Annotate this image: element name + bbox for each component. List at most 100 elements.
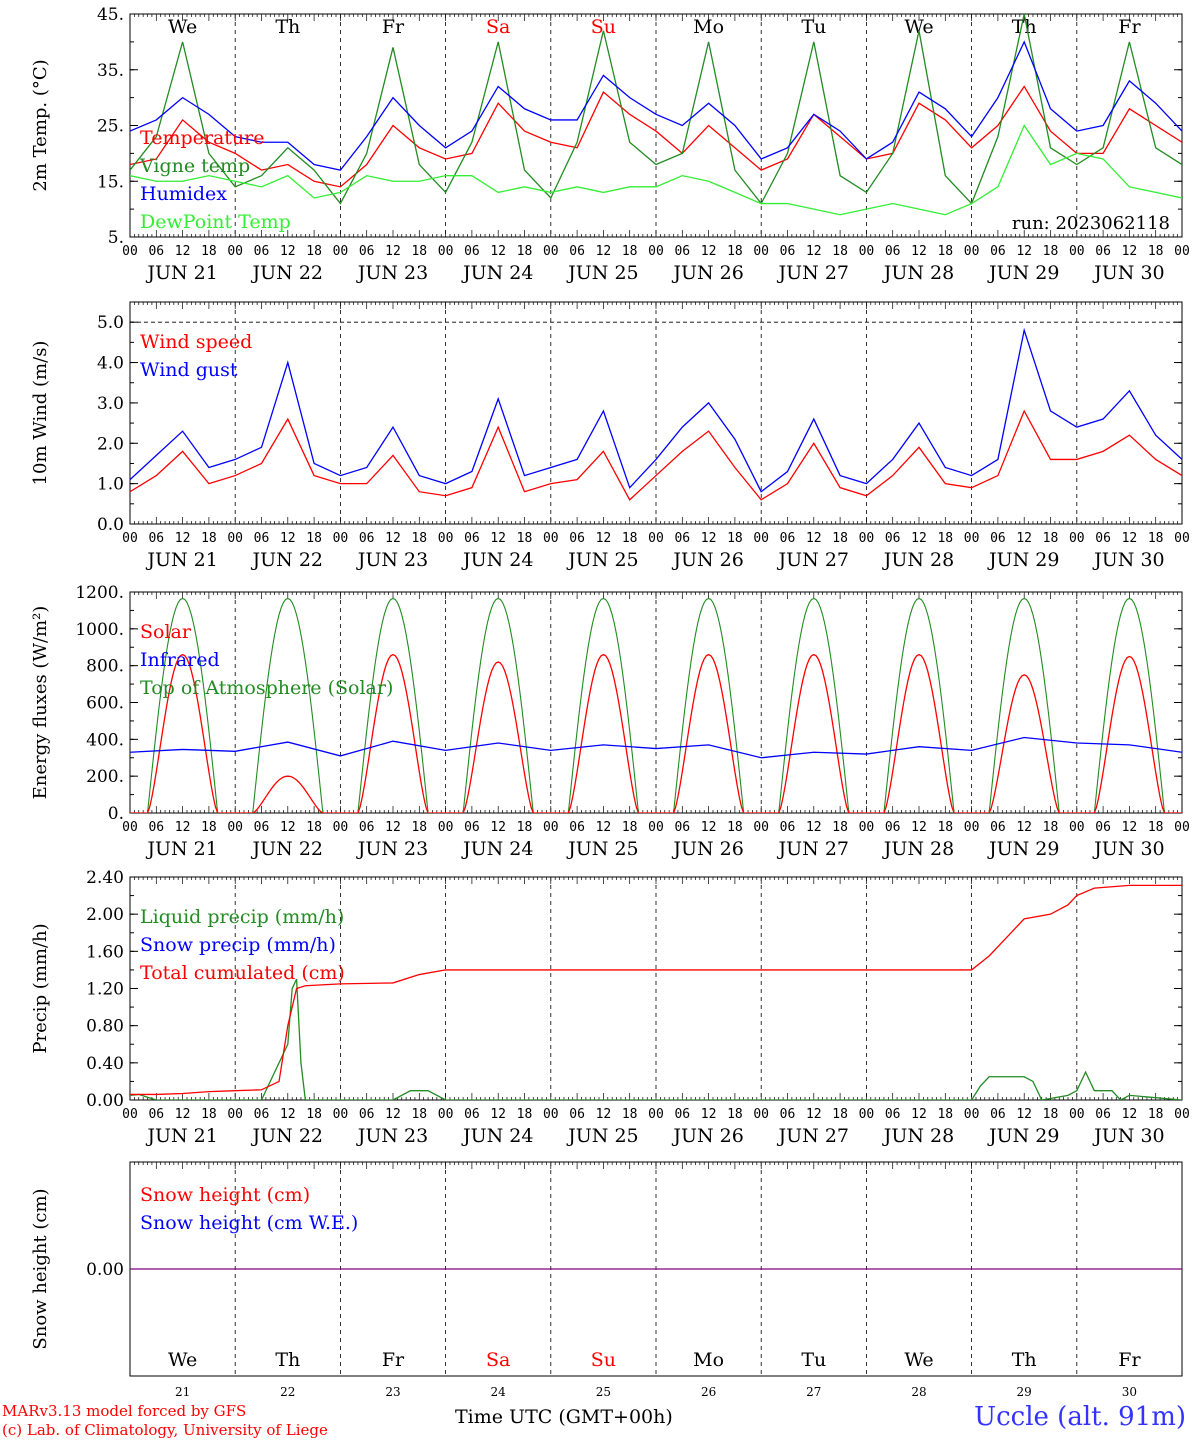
hour-label: 18 — [411, 1107, 427, 1122]
hour-label: 12 — [175, 531, 191, 546]
weekday-label: Sa — [486, 16, 510, 38]
day-label: JUN 27 — [777, 262, 849, 284]
y-tick-label: 1200. — [75, 583, 124, 603]
hour-label: 06 — [674, 531, 690, 546]
hour-label: 18 — [727, 531, 743, 546]
panel-2: 0.0 1.0 2.0 3.0 4.0 5.0 10m Wind (m/s) 00 06 12 18… — [30, 301, 1190, 571]
hour-label: 18 — [1043, 244, 1059, 259]
hour-label: 00 — [1174, 531, 1190, 546]
day-label: JUN 28 — [882, 262, 954, 284]
hour-label: 18 — [411, 244, 427, 259]
day-label: JUN 23 — [356, 549, 428, 571]
y-tick-label: 3.0 — [97, 394, 124, 414]
hour-label: 12 — [1122, 244, 1138, 259]
hour-label: 18 — [411, 531, 427, 546]
hour-label: 00 — [333, 531, 349, 546]
y-tick-label: 5.0 — [97, 313, 124, 333]
hour-label: 06 — [674, 244, 690, 259]
hour-label: 18 — [832, 531, 848, 546]
hour-label: 00 — [122, 531, 138, 546]
y-tick-label: 0.00 — [86, 1091, 124, 1111]
hour-label: 06 — [1095, 531, 1111, 546]
hour-label: 12 — [911, 820, 927, 835]
legend-entry: Humidex — [140, 183, 227, 205]
day-label: JUN 28 — [882, 549, 954, 571]
hour-label: 00 — [543, 1107, 559, 1122]
hour-label: 00 — [753, 531, 769, 546]
hour-label: 00 — [648, 531, 664, 546]
hour-label: 12 — [280, 531, 296, 546]
legend-entry: Wind gust — [140, 359, 238, 381]
y-axis-title: 10m Wind (m/s) — [30, 341, 51, 486]
day-label: JUN 24 — [461, 262, 533, 284]
hour-label: 18 — [517, 244, 533, 259]
hour-label: 00 — [438, 1107, 454, 1122]
weekday-label: We — [904, 1349, 933, 1371]
hour-label: 06 — [254, 820, 270, 835]
day-label: JUN 23 — [356, 1125, 428, 1147]
hour-label: 00 — [122, 1107, 138, 1122]
hour-label: 06 — [254, 1107, 270, 1122]
hour-label: 12 — [490, 531, 506, 546]
hour-label: 00 — [227, 531, 243, 546]
hour-label: 06 — [780, 244, 796, 259]
hour-label: 12 — [701, 244, 717, 259]
hour-label: 18 — [201, 244, 217, 259]
series-line-temperature — [130, 85, 1182, 188]
hour-label: 00 — [1174, 244, 1190, 259]
legend-entry: Solar — [140, 621, 192, 643]
day-label: JUN 22 — [251, 1125, 323, 1147]
hour-label: 06 — [148, 1107, 164, 1122]
day-label: JUN 22 — [251, 838, 323, 860]
day-label: JUN 26 — [671, 838, 743, 860]
legend-entry: DewPoint Temp — [140, 211, 291, 233]
hour-label: 12 — [1122, 820, 1138, 835]
hour-label: 06 — [990, 820, 1006, 835]
hour-label: 12 — [806, 820, 822, 835]
hour-label: 18 — [1148, 1107, 1164, 1122]
hour-label: 06 — [885, 244, 901, 259]
hour-label: 00 — [333, 244, 349, 259]
hour-label: 00 — [1174, 820, 1190, 835]
series-line-wind-speed — [130, 409, 1182, 501]
hour-label: 18 — [1043, 1107, 1059, 1122]
hour-label: 00 — [753, 820, 769, 835]
day-number: 30 — [1122, 1385, 1137, 1399]
day-label: JUN 29 — [987, 838, 1059, 860]
day-label: JUN 22 — [251, 262, 323, 284]
hour-label: 00 — [964, 1107, 980, 1122]
hour-label: 06 — [1095, 244, 1111, 259]
hour-label: 12 — [596, 244, 612, 259]
panel-3: 0. 200. 400. 600. 800. 1000. 1200. Energy fluxe… — [30, 583, 1190, 860]
day-label: JUN 29 — [987, 1125, 1059, 1147]
hour-label: 06 — [254, 244, 270, 259]
day-number: 22 — [280, 1385, 295, 1399]
series-line-humidex — [130, 40, 1182, 171]
hour-label: 00 — [543, 244, 559, 259]
hour-label: 00 — [438, 820, 454, 835]
y-tick-label: 4.0 — [97, 354, 124, 374]
hour-label: 06 — [990, 1107, 1006, 1122]
hour-label: 12 — [175, 244, 191, 259]
hour-label: 12 — [596, 820, 612, 835]
hour-label: 00 — [753, 244, 769, 259]
station-name: Uccle (alt. 91m) — [974, 1402, 1186, 1432]
series-line-top-of-atmosphere — [130, 597, 1182, 813]
hour-label: 06 — [464, 531, 480, 546]
hour-label: 00 — [964, 244, 980, 259]
hour-label: 06 — [148, 531, 164, 546]
model-credit: MARv3.13 model forced by GFS — [2, 1402, 247, 1420]
series-line-liquid-precip-mm-h- — [130, 978, 1182, 1100]
weekday-label: Mo — [693, 1349, 724, 1371]
hour-label: 06 — [569, 1107, 585, 1122]
hour-label: 00 — [859, 820, 875, 835]
day-number: 21 — [175, 1385, 190, 1399]
weekday-label: Tu — [801, 1349, 826, 1371]
hour-label: 00 — [1069, 1107, 1085, 1122]
series-line-infrared — [130, 736, 1182, 759]
hour-label: 06 — [359, 244, 375, 259]
weekday-label: Su — [591, 16, 616, 38]
day-label: JUN 26 — [671, 549, 743, 571]
hour-label: 18 — [937, 531, 953, 546]
